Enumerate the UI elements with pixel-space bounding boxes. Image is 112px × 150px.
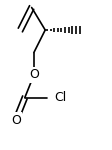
Text: O: O xyxy=(11,114,21,126)
Text: O: O xyxy=(29,69,39,81)
Text: Cl: Cl xyxy=(54,91,66,104)
